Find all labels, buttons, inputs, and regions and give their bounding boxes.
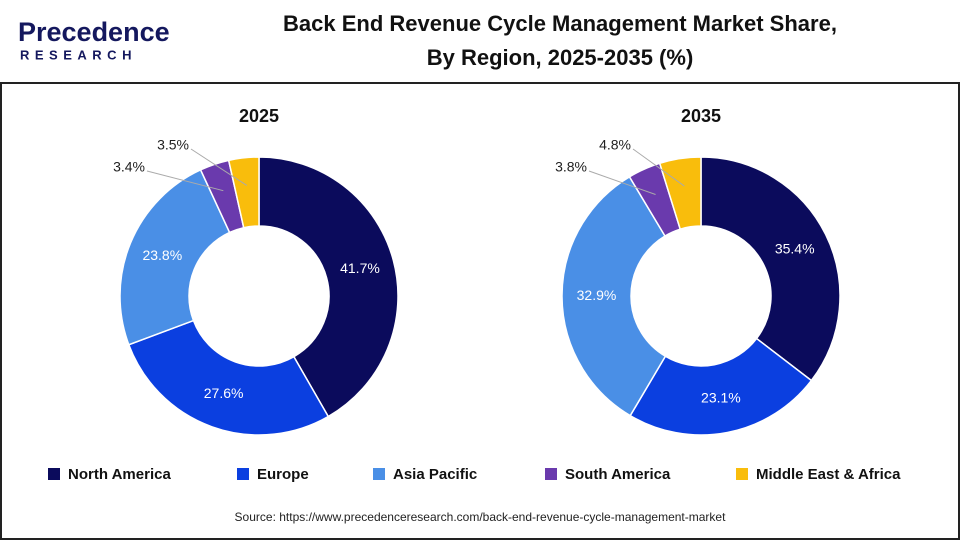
donut-slice [658, 156, 702, 231]
frame [0, 82, 960, 540]
value-label: 3.5% [157, 137, 189, 153]
value-label: 32.9% [577, 287, 617, 303]
legend-label: North America [68, 466, 171, 483]
value-label: 4.8% [599, 137, 631, 153]
legend-label: Asia Pacific [393, 466, 477, 483]
logo-name: Precedence [18, 17, 170, 47]
donut-slice [258, 156, 399, 418]
donut-slice [227, 156, 260, 229]
legend-label: Middle East & Africa [756, 466, 901, 483]
legend-swatch [48, 468, 60, 480]
legend-swatch [736, 468, 748, 480]
value-label: 35.4% [775, 240, 815, 256]
chart-title: 2025 [239, 106, 279, 126]
value-label: 23.8% [142, 247, 182, 263]
donut-slice [127, 319, 330, 436]
leader-line [190, 148, 248, 186]
leader-line [146, 170, 224, 192]
chart-title: 2035 [681, 106, 721, 126]
title-line: Back End Revenue Cycle Management Market… [283, 11, 837, 36]
value-label: 3.8% [555, 159, 587, 175]
source: Source: https://www.precedenceresearch.c… [235, 510, 727, 524]
value-label: 23.1% [701, 389, 741, 405]
leader-line [588, 170, 656, 195]
legend-label: South America [565, 466, 671, 483]
value-label: 3.4% [113, 159, 145, 175]
legend-swatch [545, 468, 557, 480]
value-label: 41.7% [340, 260, 380, 276]
legend-swatch [237, 468, 249, 480]
logo-tagline: RESEARCH [20, 47, 137, 62]
donut-slice [629, 337, 813, 436]
legend-label: Europe [257, 466, 309, 483]
donut-slice [119, 168, 231, 346]
title-line: By Region, 2025-2035 (%) [427, 45, 694, 70]
donut-slice [561, 175, 667, 417]
donut-slice [700, 156, 841, 382]
value-label: 27.6% [204, 385, 244, 401]
leader-line [632, 148, 685, 187]
legend-swatch [373, 468, 385, 480]
